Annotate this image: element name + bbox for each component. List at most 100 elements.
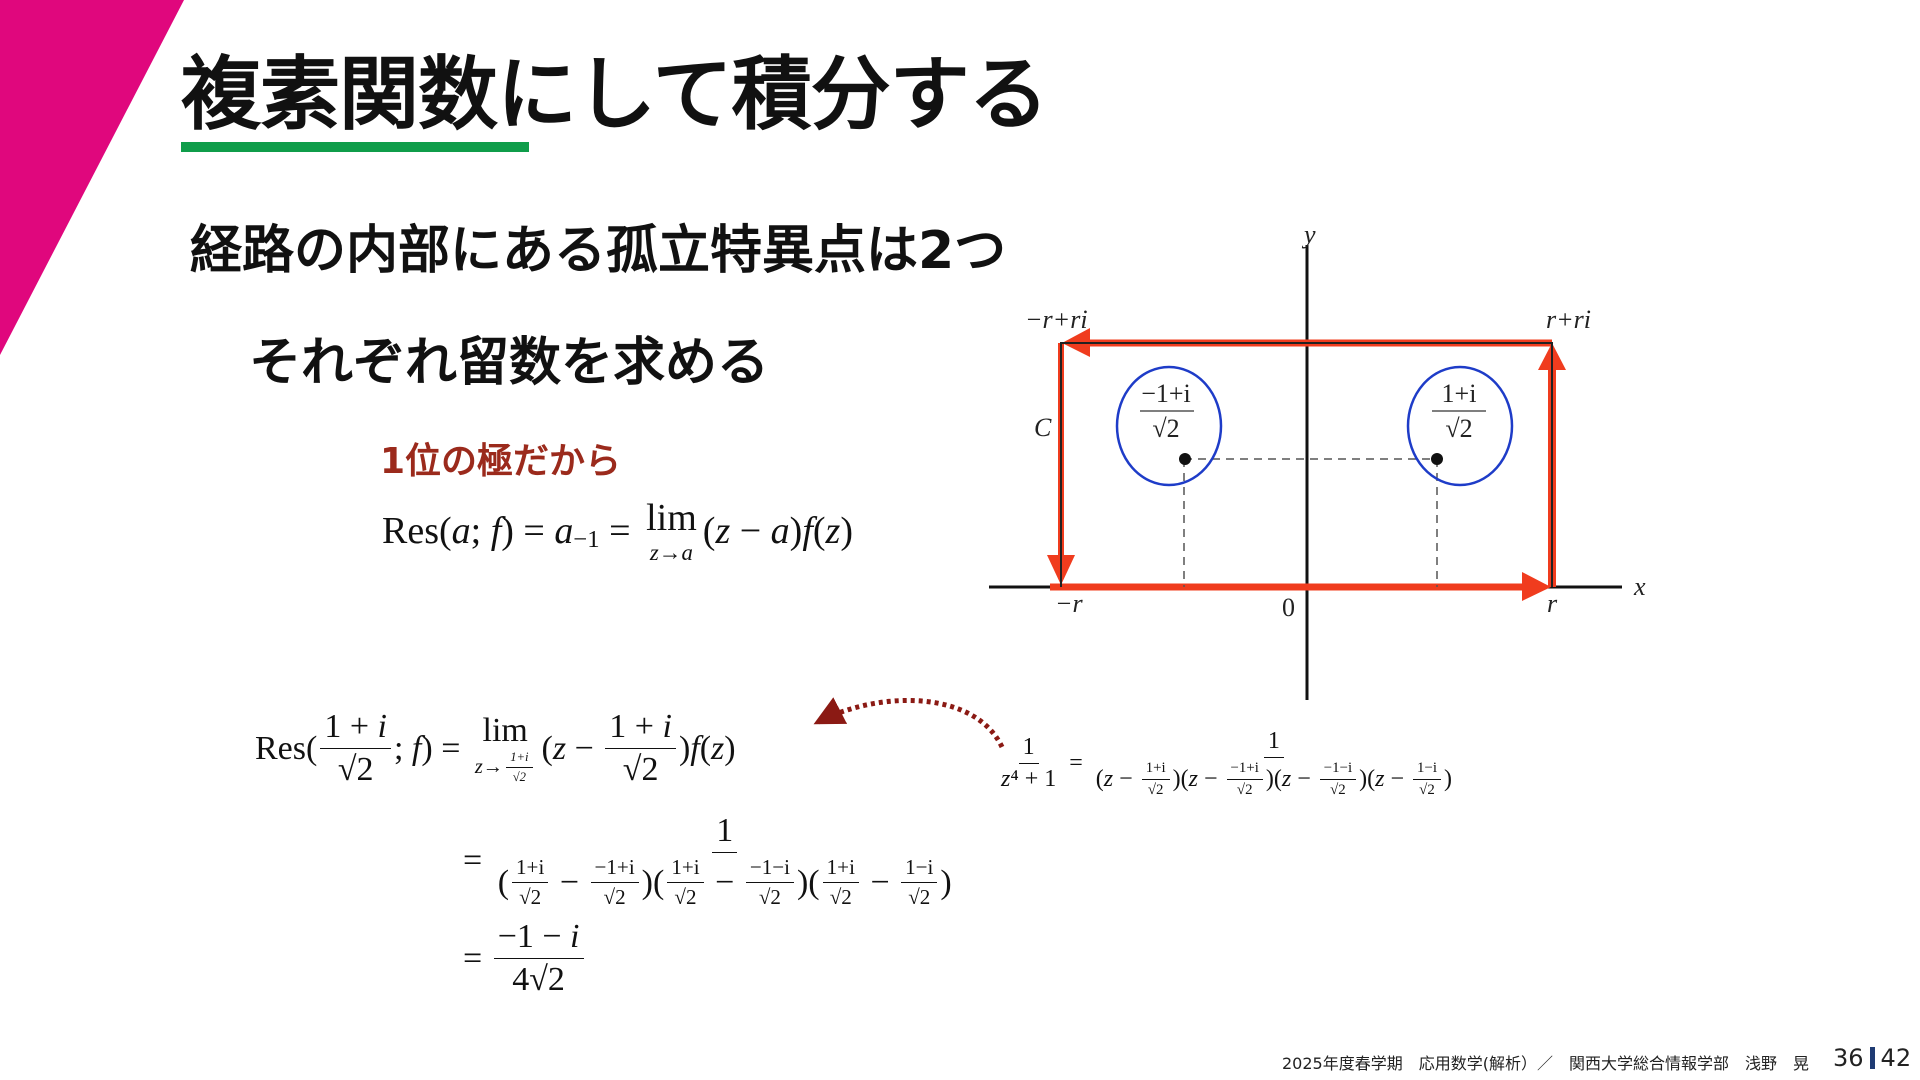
math-text: −1−i [1323,760,1353,776]
denominator: √2 [509,768,530,785]
residue-definition-formula: Res(a; f) = a −1 = lim z→a(z − a) f(z) [382,496,853,566]
math-variable: z [711,729,725,767]
math-text: √2 [603,885,626,909]
contour-path [1047,328,1566,601]
dotted-arrow [813,697,1005,749]
math-variable: f [802,510,813,552]
fraction: −1−i √2 [1319,760,1357,799]
r-label: r [1547,589,1558,618]
math-text: − [730,510,771,552]
math-text: √2 [1330,782,1346,798]
math-text: √2 [337,751,374,788]
math-text: = [463,939,491,977]
limit: lim z→a [646,496,697,566]
arrow-right-icon [1522,572,1551,601]
math-text: √2 [1147,782,1164,798]
fraction: 1−i √2 [1413,760,1441,799]
denominator: (1+i √2 − −1+i √2)(1+i √2 − −1−i √2)(1+i √2 −… [494,853,956,910]
numerator: 1+i [667,855,704,883]
denominator: √2 [600,883,630,910]
math-text: −1+i [594,855,635,879]
math-text: Res( [255,729,318,767]
math-variable: z [825,510,841,552]
math-text: ) [724,729,736,767]
top-right-corner-label: r+ri [1546,305,1591,334]
math-text: ; [470,510,482,552]
math-text: = [463,842,491,879]
pole-point-left [1179,453,1191,465]
math-text: ( [699,729,712,767]
numerator: 1+i [1141,760,1170,780]
fraction: 1+i √2 [667,855,704,910]
denominator: √2 [755,883,785,910]
math-text: )( [641,863,665,901]
pole-left-numerator: −1+i [1141,379,1191,408]
math-text: − [1197,766,1224,792]
limit-operator: lim [646,497,697,539]
numerator: 1+i [506,750,533,768]
total-pages: 42 [1880,1044,1912,1072]
math-text: ) = [421,729,469,767]
math-text: √2 [674,885,697,909]
math-text: ( [702,510,716,552]
math-text: = [599,510,641,552]
pole-point-right [1431,453,1443,465]
accent-triangle [0,0,184,355]
fraction: 1+i √2 [512,855,549,910]
fraction: 1+i √2 [506,750,533,785]
fraction: 1+i √2 [1141,760,1170,799]
residue-calc-line-1: Res(1 + i √2; f) = lim z→ 1+i √2(z − 1 + i √2… [255,708,736,789]
footer-course-info: 2025年度春学期 応用数学(解析）／ 関西大学総合情報学部 浅野 晃 [1282,1054,1809,1073]
denominator: √2 [515,883,545,910]
denominator: √2 [670,883,700,910]
limit: lim z→ 1+i √2 [475,712,536,785]
math-text: Res( [382,510,452,552]
denominator: √2 [826,883,856,910]
limit-subscript: z→ 1+i √2 [475,750,536,785]
numerator: 1+i [822,855,859,883]
math-variable: z [1188,766,1198,792]
denominator: √2 [904,883,934,910]
math-text: 1+i [826,855,855,879]
math-text: 1 + [324,708,378,745]
math-text: )( [796,863,820,901]
pole-left-denominator: √2 [1152,414,1179,443]
math-variable: a [451,510,471,552]
numerator: 1 + i [605,708,676,749]
math-text: √2 [1419,782,1435,798]
math-variable: f [411,729,422,767]
math-text: )( [1265,766,1282,792]
fraction: 1(1+i √2 − −1+i √2)(1+i √2 − −1−i √2)(1+i √2 … [494,812,956,910]
pole-right-denominator: √2 [1445,414,1472,443]
math-text: )( [1172,766,1189,792]
math-variable: f [690,729,700,767]
math-text: 1 [716,812,734,849]
math-text: ( [541,729,553,767]
math-text: 1 [1267,728,1280,754]
denominator: √2 [1326,780,1350,799]
page-number: 36 42 [1833,1044,1911,1072]
math-text: )( [1359,766,1376,792]
math-variable: z [1375,766,1385,792]
fraction: 1 + i √2 [320,708,391,789]
numerator: −1−i [1319,760,1357,780]
math-text: ) = [501,510,555,552]
math-text: ⁴ + 1 [1010,766,1057,792]
math-text: √2 [622,751,659,788]
math-text: = [1063,750,1089,776]
title-underline [181,142,529,152]
limit-operator: lim [482,712,528,749]
math-text: √2 [758,885,781,909]
math-text: 1−i [905,855,934,879]
math-text: − [1291,766,1317,792]
numerator: 1−i [901,855,938,883]
math-text: ) [1443,766,1452,792]
fraction: 1+i √2 [822,855,859,910]
math-text: √2 [519,885,542,909]
math-text: √2 [908,885,931,909]
math-text: ) [678,729,691,767]
math-text: ; [393,729,412,767]
numerator: 1 [1263,728,1284,758]
